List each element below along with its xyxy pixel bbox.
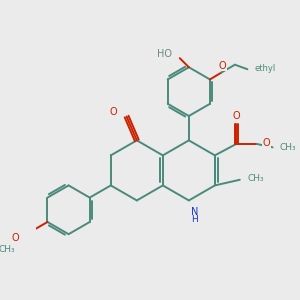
Text: CH₃: CH₃: [279, 143, 296, 152]
Text: O: O: [232, 111, 240, 121]
Text: HO: HO: [157, 49, 172, 58]
Text: O: O: [12, 232, 20, 243]
Text: O: O: [262, 138, 270, 148]
Text: ethyl: ethyl: [254, 64, 275, 73]
Text: O: O: [219, 61, 226, 71]
Text: N: N: [191, 207, 198, 217]
Text: CH₃: CH₃: [248, 174, 264, 183]
Text: O: O: [110, 107, 118, 117]
Text: CH₃: CH₃: [0, 245, 15, 254]
Text: H: H: [191, 215, 198, 224]
